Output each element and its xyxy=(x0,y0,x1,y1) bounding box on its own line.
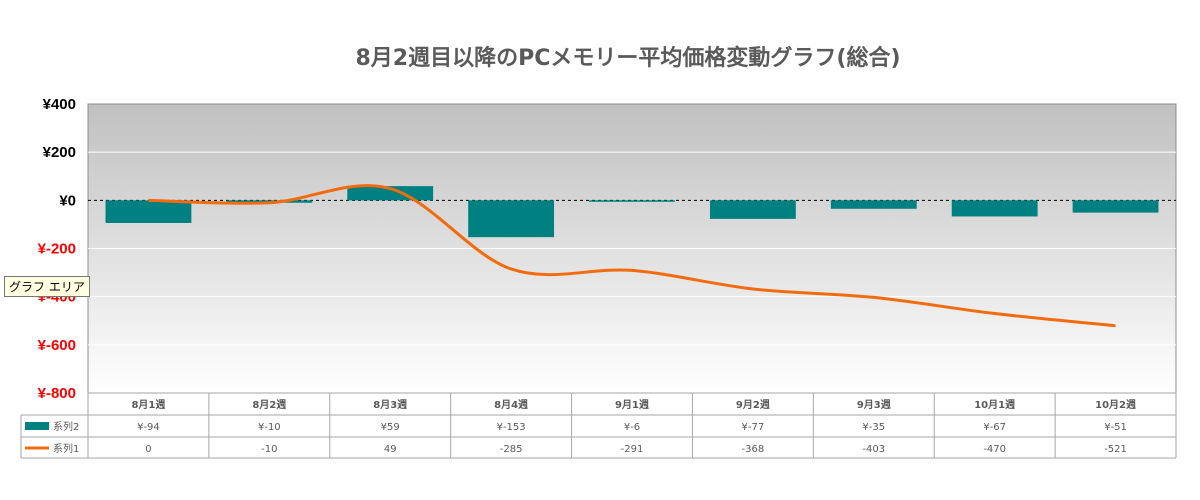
bar-value-label: ¥-35 xyxy=(862,422,885,433)
y-tick-label: ¥-200 xyxy=(38,241,76,258)
legend-label-series1: 系列1 xyxy=(53,442,79,455)
category-label: 9月2週 xyxy=(736,399,770,411)
bar xyxy=(830,200,917,209)
bar-value-label: ¥59 xyxy=(381,422,400,433)
bar-value-label: ¥-94 xyxy=(137,422,160,433)
bar-value-label: ¥-10 xyxy=(258,422,281,433)
chart-area-tooltip: グラフ エリア xyxy=(4,276,90,297)
bar xyxy=(589,200,675,202)
line-value-label: -521 xyxy=(1104,444,1127,455)
bar xyxy=(951,200,1038,217)
line-value-label: -470 xyxy=(983,444,1006,455)
line-value-label: -291 xyxy=(621,444,644,455)
bar-value-label: ¥-67 xyxy=(983,422,1006,433)
line-value-label: -368 xyxy=(742,444,765,455)
y-tick-label: ¥400 xyxy=(43,96,76,113)
chart-title: 8月2週目以降のPCメモリー平均価格変動グラフ(総合) xyxy=(355,46,901,71)
bar xyxy=(105,200,192,223)
line-value-label: 49 xyxy=(384,444,397,455)
category-label: 8月3週 xyxy=(373,399,407,411)
bar xyxy=(709,200,796,219)
y-tick-label: ¥-800 xyxy=(38,385,76,402)
y-tick-label: ¥-600 xyxy=(38,337,76,354)
legend-key-bar xyxy=(25,422,49,430)
category-label: 10月2週 xyxy=(1095,399,1136,411)
line-value-label: -285 xyxy=(500,444,523,455)
line-value-label: 0 xyxy=(145,444,151,455)
bar-value-label: ¥-6 xyxy=(624,422,640,433)
legend-label-series2: 系列2 xyxy=(53,420,79,433)
category-label: 8月2週 xyxy=(252,399,286,411)
line-value-label: -10 xyxy=(261,444,277,455)
y-tick-label: ¥0 xyxy=(59,192,76,209)
y-tick-label: ¥200 xyxy=(43,144,76,161)
bar-value-label: ¥-77 xyxy=(742,422,765,433)
category-label: 10月1週 xyxy=(974,399,1015,411)
bar xyxy=(468,200,555,238)
category-label: 9月3週 xyxy=(857,399,891,411)
line-value-label: -403 xyxy=(862,444,885,455)
bar-value-label: ¥-153 xyxy=(497,422,526,433)
bar xyxy=(1072,200,1159,213)
category-label: 8月1週 xyxy=(131,399,165,411)
bar-value-label: ¥-51 xyxy=(1104,422,1127,433)
series-line xyxy=(148,184,1116,328)
category-label: 9月1週 xyxy=(615,399,649,411)
category-label: 8月4週 xyxy=(494,399,528,411)
